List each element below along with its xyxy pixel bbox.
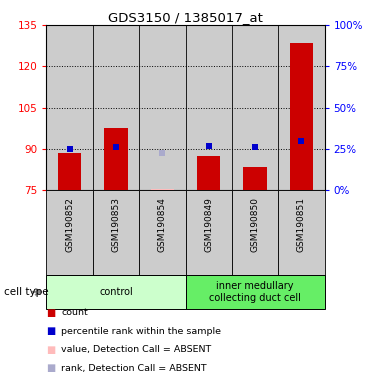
Bar [46, 25, 93, 190]
Text: count: count [61, 308, 88, 318]
Text: percentile rank within the sample: percentile rank within the sample [61, 327, 221, 336]
Bar [186, 275, 325, 309]
Bar [46, 190, 93, 275]
Bar [151, 189, 174, 190]
Text: cell type: cell type [4, 287, 48, 297]
Bar [197, 156, 220, 190]
Text: GSM190849: GSM190849 [204, 197, 213, 252]
Bar [278, 190, 325, 275]
Bar [290, 43, 313, 190]
Text: GDS3150 / 1385017_at: GDS3150 / 1385017_at [108, 12, 263, 25]
Text: ■: ■ [46, 363, 56, 373]
Text: value, Detection Call = ABSENT: value, Detection Call = ABSENT [61, 345, 211, 354]
Text: ■: ■ [46, 345, 56, 355]
Bar [278, 25, 325, 190]
Text: ■: ■ [46, 326, 56, 336]
Text: GSM190851: GSM190851 [297, 197, 306, 252]
Bar [232, 190, 278, 275]
Bar [93, 25, 139, 190]
Bar [243, 167, 267, 190]
Bar [58, 153, 81, 190]
Bar [139, 25, 186, 190]
Bar [139, 190, 186, 275]
Text: GSM190853: GSM190853 [111, 197, 121, 252]
Text: inner medullary
collecting duct cell: inner medullary collecting duct cell [209, 281, 301, 303]
Text: rank, Detection Call = ABSENT: rank, Detection Call = ABSENT [61, 364, 207, 373]
Text: GSM190850: GSM190850 [250, 197, 260, 252]
Text: ■: ■ [46, 308, 56, 318]
Bar [46, 275, 186, 309]
Bar [186, 25, 232, 190]
Bar [186, 190, 232, 275]
Text: control: control [99, 287, 133, 297]
Text: GSM190852: GSM190852 [65, 197, 74, 252]
Bar [93, 190, 139, 275]
Text: GSM190854: GSM190854 [158, 197, 167, 252]
Bar [104, 128, 128, 190]
Bar [232, 25, 278, 190]
